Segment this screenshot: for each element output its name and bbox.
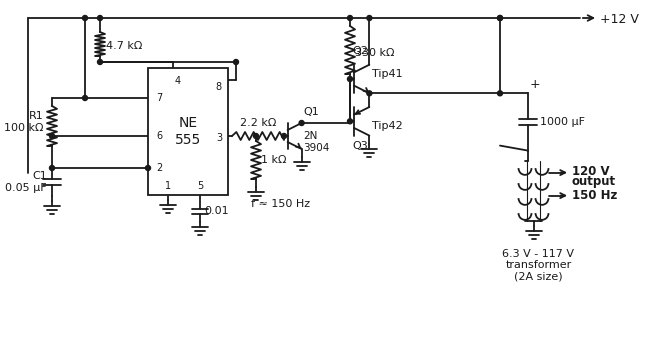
Text: 150 Hz: 150 Hz <box>572 189 617 202</box>
Text: 5: 5 <box>197 181 203 191</box>
Circle shape <box>299 120 304 126</box>
Text: NE: NE <box>178 116 198 129</box>
Circle shape <box>98 59 102 65</box>
Circle shape <box>98 16 102 20</box>
Circle shape <box>367 16 372 20</box>
Text: +12 V: +12 V <box>600 12 639 25</box>
Text: 0.01: 0.01 <box>204 206 229 216</box>
Text: 1000 μF: 1000 μF <box>540 117 585 127</box>
Text: 6: 6 <box>156 131 162 141</box>
Text: C1: C1 <box>32 171 47 181</box>
Circle shape <box>281 134 287 138</box>
Text: 4: 4 <box>175 76 181 86</box>
Circle shape <box>348 119 352 124</box>
Text: 0.05 μF: 0.05 μF <box>5 183 47 193</box>
Circle shape <box>497 16 503 20</box>
Text: R1: R1 <box>29 111 44 121</box>
Text: 2N
3904: 2N 3904 <box>304 131 330 153</box>
Circle shape <box>49 134 55 138</box>
Circle shape <box>233 59 239 65</box>
Circle shape <box>146 166 150 170</box>
Text: 3: 3 <box>216 133 222 143</box>
Text: Tip41: Tip41 <box>372 69 403 79</box>
Text: Q3: Q3 <box>352 141 368 151</box>
Text: Q1: Q1 <box>304 107 319 117</box>
Circle shape <box>348 16 352 20</box>
Text: 6.3 V - 117 V
transformer
(2A size): 6.3 V - 117 V transformer (2A size) <box>503 248 575 282</box>
Text: 8: 8 <box>216 82 222 92</box>
Circle shape <box>253 134 259 138</box>
Circle shape <box>82 95 88 101</box>
Circle shape <box>497 91 503 96</box>
Text: +: + <box>530 78 541 91</box>
Circle shape <box>497 16 503 20</box>
Text: 555: 555 <box>175 133 201 146</box>
Text: 2.2 kΩ: 2.2 kΩ <box>240 118 276 128</box>
Text: Tip42: Tip42 <box>372 121 403 131</box>
Text: 330 kΩ: 330 kΩ <box>355 48 394 58</box>
Text: 1 kΩ: 1 kΩ <box>261 155 287 165</box>
Circle shape <box>367 91 372 96</box>
Text: 2: 2 <box>156 163 162 173</box>
Circle shape <box>49 166 55 170</box>
Bar <box>148 68 228 195</box>
Text: 100 kΩ: 100 kΩ <box>5 123 44 133</box>
Text: 7: 7 <box>156 93 162 103</box>
Text: output: output <box>572 175 616 188</box>
Circle shape <box>82 16 88 20</box>
Text: 4.7 kΩ: 4.7 kΩ <box>106 41 142 51</box>
Text: 120 V: 120 V <box>572 165 610 178</box>
Text: 1: 1 <box>165 181 171 191</box>
Text: Q2: Q2 <box>352 46 368 56</box>
Text: f ≈ 150 Hz: f ≈ 150 Hz <box>251 199 310 209</box>
Circle shape <box>348 76 352 82</box>
